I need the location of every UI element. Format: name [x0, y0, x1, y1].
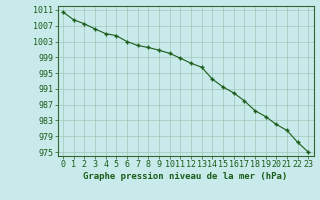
X-axis label: Graphe pression niveau de la mer (hPa): Graphe pression niveau de la mer (hPa)	[84, 172, 288, 181]
